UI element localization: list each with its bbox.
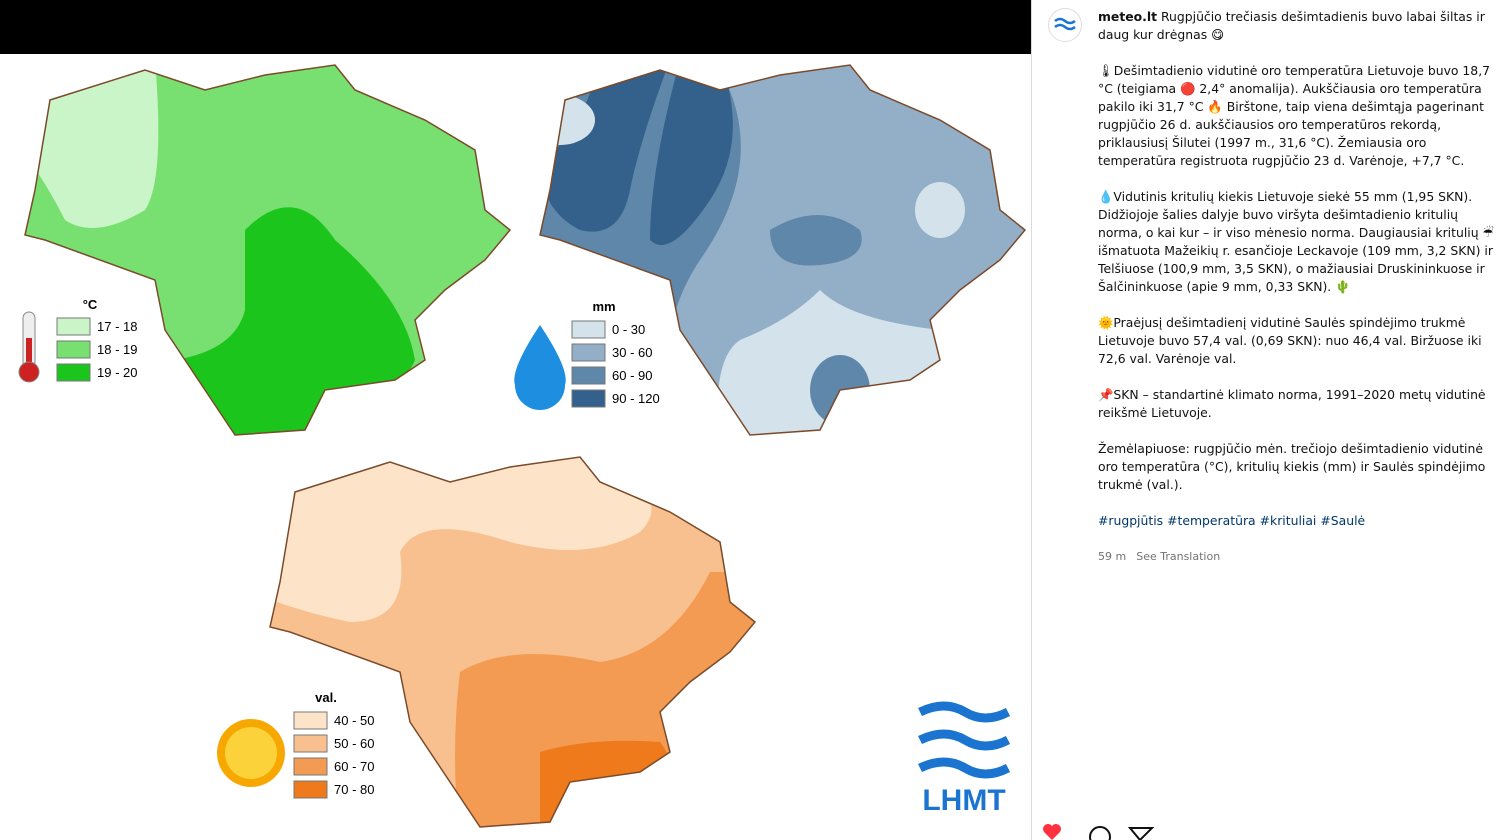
caption-header: meteo.lt Rugpjūčio trečiasis dešimtadien…: [1098, 8, 1504, 44]
legend-label: 50 - 60: [334, 736, 374, 751]
map-outline: [269, 456, 757, 828]
water-drop-icon: [514, 325, 566, 410]
map-zone: [270, 457, 652, 622]
legend-label: 70 - 80: [334, 782, 374, 797]
legend-unit: °C: [83, 297, 98, 312]
legend-swatch: [56, 363, 91, 382]
legend-swatch: [571, 389, 606, 408]
legend-swatch: [56, 317, 91, 336]
comment-button[interactable]: [1089, 826, 1111, 840]
caption: meteo.lt Rugpjūčio trečiasis dešimtadien…: [1098, 8, 1504, 566]
legends: °C 17 - 18 18 - 19 19 - 20 mm 0 - 30 30 - 60 60…: [56, 297, 660, 799]
legend-label: 30 - 60: [612, 345, 652, 360]
post-image: LHMT °C 17 - 18 18 - 19 19 - 20 mm 0 - 30 30 -…: [0, 0, 1031, 828]
map-zone: [915, 182, 965, 238]
like-button[interactable]: [1043, 824, 1061, 840]
legend-swatch: [571, 343, 606, 362]
hashtag[interactable]: #krituliai: [1259, 513, 1317, 528]
caption-paragraph: Žemėlapiuose: rugpjūčio mėn. trečiojo de…: [1098, 441, 1486, 492]
legend-swatch: [56, 340, 91, 359]
meta: 59 m See Translation: [1098, 548, 1504, 566]
action-bar: [1043, 824, 1155, 840]
hashtags: #rugpjūtis #temperatūra #krituliai #Saulė: [1098, 512, 1504, 530]
legend-swatch: [293, 780, 328, 799]
avatar[interactable]: [1048, 8, 1082, 42]
legend-label: 40 - 50: [334, 713, 374, 728]
hashtag[interactable]: #Saulė: [1320, 513, 1366, 528]
caption-panel: meteo.lt Rugpjūčio trečiasis dešimtadien…: [1031, 0, 1508, 840]
caption-paragraph: 🌞Praėjusį dešimtadienį vidutinė Saulės s…: [1098, 315, 1482, 366]
map-zone: [540, 65, 670, 232]
sun-icon: [217, 719, 285, 787]
map-outline: [24, 64, 512, 436]
username[interactable]: meteo.lt: [1098, 9, 1158, 24]
top-bar: [0, 0, 1031, 54]
see-translation[interactable]: See Translation: [1136, 550, 1221, 563]
caption-paragraph: 📌SKN – standartinė klimato norma, 1991–2…: [1098, 387, 1486, 420]
lhmt-logo: LHMT: [918, 701, 1011, 817]
legend-swatch: [293, 757, 328, 776]
legend-label: 60 - 90: [612, 368, 652, 383]
map-outline: [539, 64, 1027, 436]
legend-label: 18 - 19: [97, 342, 137, 357]
legend-label: 90 - 120: [612, 391, 660, 406]
caption-paragraph: 🌡Dešimtadienio vidutinė oro temperatūra …: [1098, 63, 1491, 168]
caption-paragraph: 💧Vidutinis kritulių kiekis Lietuvoje sie…: [1098, 189, 1494, 294]
legend-swatch: [293, 711, 328, 730]
hashtag[interactable]: #rugpjūtis: [1098, 513, 1164, 528]
post-time: 59 m: [1098, 550, 1127, 563]
share-button[interactable]: [1127, 827, 1155, 840]
logo-text: LHMT: [922, 784, 1005, 817]
map-zone: [25, 65, 159, 229]
thermometer-icon: [18, 311, 40, 383]
map-zone: [650, 65, 733, 245]
legend-label: 19 - 20: [97, 365, 137, 380]
legend-swatch: [293, 734, 328, 753]
legend-label: 0 - 30: [612, 322, 645, 337]
caption-title: Rugpjūčio trečiasis dešimtadienis buvo l…: [1098, 9, 1485, 42]
legend-swatch: [571, 366, 606, 385]
legend-swatch: [571, 320, 606, 339]
legend-label: 60 - 70: [334, 759, 374, 774]
map-zone: [770, 215, 862, 266]
legend-unit: val.: [315, 690, 337, 705]
hashtag[interactable]: #temperatūra: [1167, 513, 1256, 528]
legend-label: 17 - 18: [97, 319, 137, 334]
paragraphs: 🌡Dešimtadienio vidutinė oro temperatūra …: [1098, 62, 1504, 494]
legend-unit: mm: [592, 299, 615, 314]
